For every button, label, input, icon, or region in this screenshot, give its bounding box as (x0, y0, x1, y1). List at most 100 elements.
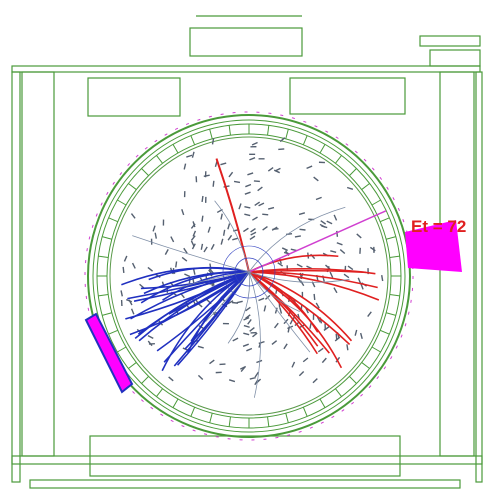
hit (245, 192, 251, 194)
ring-segment (362, 183, 370, 189)
hit (246, 348, 252, 350)
hit (237, 301, 243, 302)
hit (198, 346, 204, 348)
hit (330, 251, 336, 252)
hit (221, 239, 223, 245)
hit (314, 177, 319, 181)
hit (330, 272, 333, 277)
hit (268, 208, 274, 209)
ring-segment (142, 376, 149, 383)
hit (251, 232, 256, 235)
ring-segment (390, 256, 400, 257)
ring-segment (156, 389, 162, 397)
hit (228, 223, 230, 229)
hit (301, 281, 304, 286)
ring-segment (109, 218, 118, 222)
hit (278, 263, 283, 266)
hit (340, 250, 345, 254)
energy-tower (86, 314, 132, 392)
ring-segment (229, 125, 230, 135)
ring-segment (109, 330, 118, 334)
ring-segment (191, 407, 195, 416)
hit (259, 342, 265, 344)
hit (243, 344, 249, 346)
ring-segment (173, 399, 178, 408)
hit (322, 358, 326, 363)
event-display: Et = 72 (0, 0, 491, 497)
hit (295, 236, 301, 237)
ring-segment (380, 218, 389, 222)
ring-segment (386, 313, 396, 316)
hit (299, 213, 305, 215)
ring-segment (142, 169, 149, 176)
hit (234, 181, 240, 182)
ring-segment (303, 407, 307, 416)
ring-segment (268, 125, 269, 135)
hit (303, 358, 308, 362)
hit (355, 330, 357, 336)
hit (244, 207, 250, 208)
hit (194, 269, 195, 275)
ring-segment (117, 347, 126, 352)
hit (282, 248, 287, 251)
hit (224, 230, 225, 236)
hit (148, 336, 153, 339)
hit (258, 187, 263, 191)
hit (208, 227, 210, 233)
frame-column (22, 72, 54, 456)
ring-segment (286, 413, 289, 423)
ring-segment (303, 136, 307, 145)
hit (121, 290, 122, 296)
frame-beam (12, 66, 480, 72)
hit (204, 175, 210, 176)
hit (347, 344, 348, 350)
track (132, 236, 249, 272)
hit (272, 341, 277, 345)
hit (148, 267, 153, 271)
hit (176, 262, 177, 268)
ring-segment (173, 144, 178, 153)
hit (245, 185, 251, 187)
hit (316, 197, 322, 199)
hit (193, 231, 195, 237)
hit (335, 337, 340, 341)
hit (348, 266, 353, 269)
hit (307, 166, 313, 168)
hit (244, 214, 250, 215)
hit (213, 181, 214, 187)
hit (124, 256, 126, 261)
frame-box (190, 28, 302, 56)
ring-segment (229, 417, 230, 427)
hit (131, 214, 135, 219)
hit (252, 143, 257, 145)
ring-segment (335, 155, 341, 163)
hit (243, 228, 248, 231)
hit (321, 221, 326, 224)
et-label: Et = 72 (411, 217, 466, 236)
ring-segment (362, 362, 370, 368)
hit (336, 334, 337, 340)
hit (300, 229, 306, 230)
ring-segment (191, 136, 195, 145)
hit (250, 236, 255, 239)
ring-segment (156, 155, 162, 163)
hit (229, 172, 233, 177)
hit (275, 323, 279, 328)
frame-box (420, 36, 480, 46)
hit (184, 274, 189, 277)
hit (220, 163, 226, 165)
hit (321, 226, 327, 228)
frame-box (290, 78, 405, 114)
ring-segment (128, 183, 136, 189)
hit (126, 300, 132, 302)
hit (123, 267, 124, 273)
ring-segment (102, 313, 112, 316)
hit (268, 168, 273, 172)
hit (184, 164, 185, 170)
hit (192, 152, 194, 158)
ring-segment (349, 376, 356, 383)
hit (221, 214, 222, 220)
hit (264, 306, 265, 312)
hit (232, 238, 238, 240)
ring-segment (386, 237, 396, 240)
